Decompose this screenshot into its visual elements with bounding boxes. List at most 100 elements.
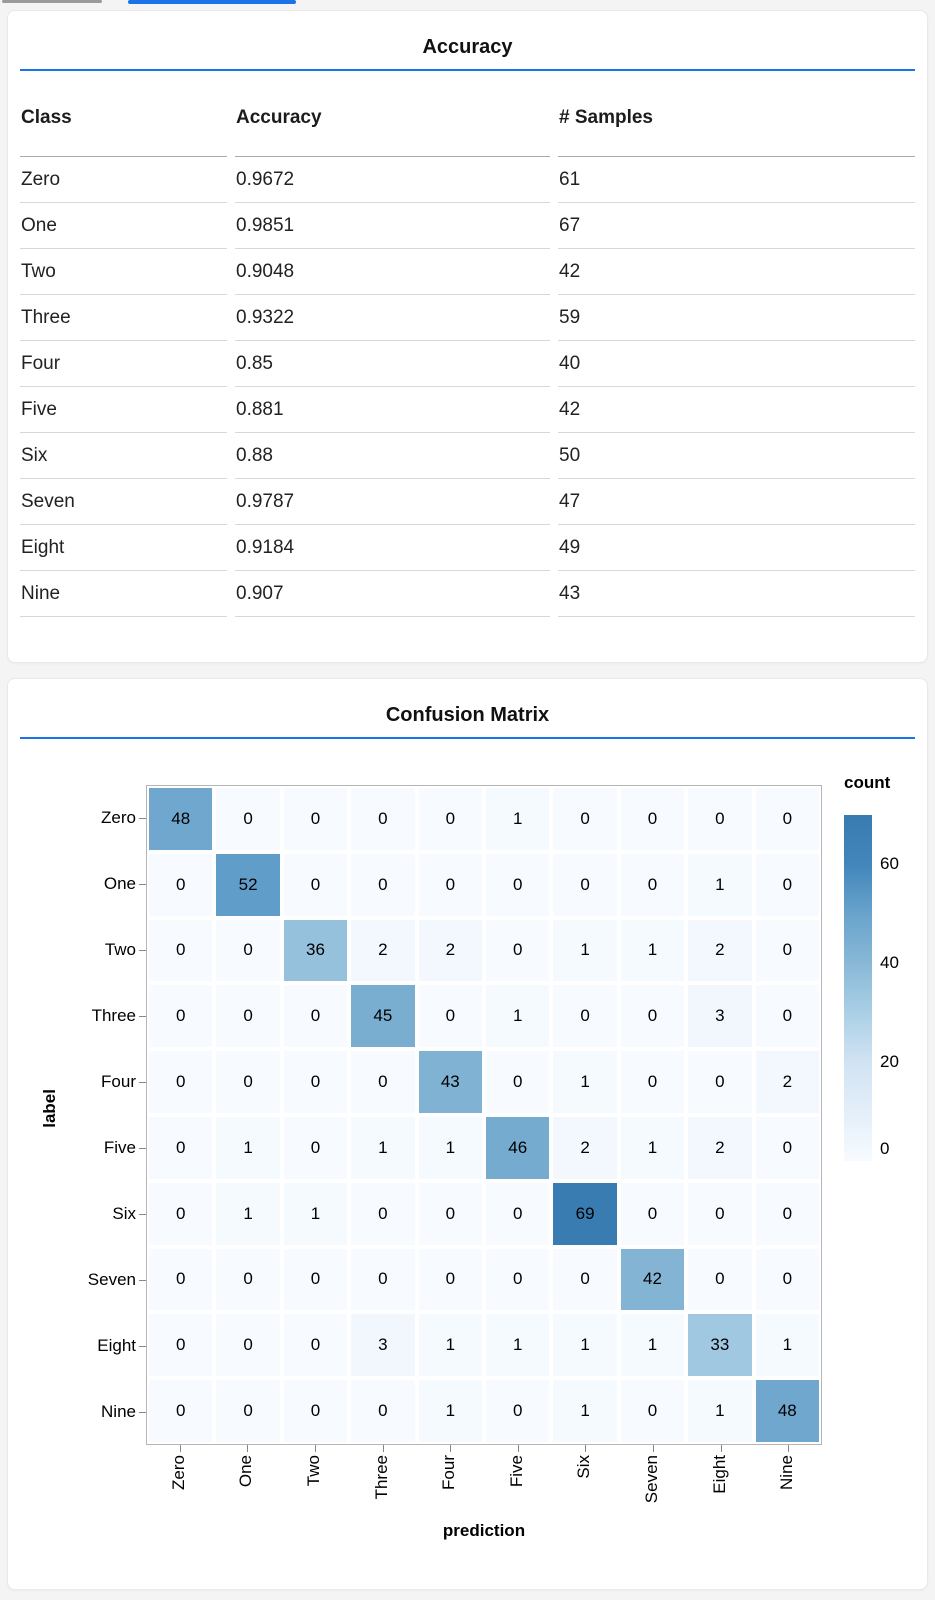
heatmap-cell: 0 — [351, 853, 415, 916]
y-axis-label: Three — [91, 1006, 136, 1025]
x-axis-label: Six — [574, 1455, 594, 1479]
heatmap-cell: 0 — [216, 919, 280, 982]
heatmap-cell: 1 — [620, 919, 685, 982]
heatmap-cell: 1 — [553, 1051, 617, 1113]
y-axis-tick — [139, 950, 146, 951]
heatmap-cell: 0 — [620, 1182, 685, 1245]
heatmap-cell: 1 — [418, 1314, 482, 1377]
tab-bar — [0, 0, 935, 6]
heatmap-cell: 0 — [755, 1117, 819, 1179]
y-axis-label: Zero — [101, 808, 136, 827]
table-cell: Six — [20, 433, 227, 479]
x-axis-label: One — [236, 1455, 256, 1488]
y-axis-label: Four — [101, 1072, 136, 1091]
column-header-samples: # Samples — [558, 71, 915, 157]
table-cell: 42 — [558, 387, 915, 433]
heatmap-cell: 33 — [688, 1314, 752, 1377]
x-axis-label: Zero — [168, 1455, 188, 1490]
accuracy-title-rule — [20, 69, 915, 71]
heatmap-cell: 2 — [688, 919, 752, 982]
heatmap-cell: 0 — [688, 1051, 752, 1113]
heatmap-cell: 0 — [486, 1380, 550, 1442]
heatmap-cell: 0 — [149, 1380, 213, 1442]
heatmap-cell: 1 — [418, 1380, 482, 1442]
tab-indicator-inactive[interactable] — [2, 0, 102, 3]
table-cell: 0.85 — [235, 341, 550, 387]
table-cell: 0.9851 — [235, 203, 550, 249]
heatmap-cell: 0 — [418, 1182, 482, 1245]
y-axis-tick — [139, 1214, 146, 1215]
table-cell: 0.907 — [235, 571, 550, 617]
column-header-class: Class — [20, 71, 227, 157]
heatmap-cell: 0 — [418, 1248, 482, 1311]
table-cell: 50 — [558, 433, 915, 479]
table-cell: Three — [20, 295, 227, 341]
x-axis-label: Two — [304, 1455, 323, 1487]
accuracy-panel-title: Accuracy — [422, 36, 513, 58]
heatmap-cell: 43 — [418, 1051, 482, 1113]
y-axis-label: Eight — [97, 1336, 136, 1355]
heatmap-cell: 1 — [486, 985, 550, 1048]
heatmap-cell: 52 — [216, 853, 280, 916]
heatmap-cell: 0 — [149, 853, 213, 916]
heatmap-cell: 0 — [553, 1248, 617, 1311]
heatmap-cell: 0 — [553, 788, 617, 850]
table-cell: Four — [20, 341, 227, 387]
x-axis-tick — [720, 1445, 722, 1452]
heatmap-cell: 0 — [149, 1248, 213, 1311]
x-axis-label: Three — [371, 1455, 391, 1500]
heatmap-cell: 1 — [418, 1117, 482, 1179]
heatmap-cell: 0 — [351, 1248, 415, 1311]
y-axis-label: Seven — [87, 1270, 136, 1289]
table-row: Four 0.85 40 — [20, 341, 915, 387]
x-axis-tick — [315, 1445, 316, 1452]
x-axis-tick — [517, 1445, 519, 1452]
table-cell: Nine — [20, 571, 227, 617]
heatmap-cell: 1 — [351, 1117, 415, 1179]
y-axis-label: Six — [112, 1204, 136, 1223]
table-cell: 0.9787 — [235, 479, 550, 525]
heatmap-cell: 0 — [418, 853, 482, 916]
heatmap-cell: 1 — [486, 1314, 550, 1377]
heatmap-cell: 0 — [149, 919, 213, 982]
table-row: Three 0.9322 59 — [20, 295, 915, 341]
y-axis-tick — [139, 1412, 146, 1413]
heatmap-cell: 2 — [351, 919, 415, 982]
tab-indicator-active[interactable] — [128, 0, 296, 4]
y-axis-label: One — [103, 874, 136, 893]
y-axis-tick — [139, 1280, 146, 1281]
x-axis-label: Seven — [642, 1455, 661, 1504]
y-axis-tick — [139, 1346, 146, 1347]
heatmap-cell: 0 — [688, 788, 752, 850]
y-axis-label: Nine — [101, 1402, 136, 1421]
y-axis-tick — [139, 1082, 146, 1083]
table-cell: 43 — [558, 571, 915, 617]
heatmap-cell: 48 — [755, 1380, 819, 1442]
heatmap-cell: 1 — [755, 1314, 819, 1377]
confusion-panel-title: Confusion Matrix — [385, 704, 550, 726]
heatmap-cell: 0 — [755, 985, 819, 1048]
accuracy-table: Class Accuracy # Samples Zero 0.9672 61 One… — [12, 71, 923, 617]
table-row: One 0.9851 67 — [20, 203, 915, 249]
legend-tick-label: 20 — [880, 1052, 899, 1072]
y-axis-label: Five — [103, 1138, 136, 1157]
heatmap-cell: 1 — [688, 853, 752, 916]
y-axis-tick — [139, 884, 146, 885]
heatmap-cell: 0 — [149, 1314, 213, 1377]
legend-gradient-bar — [844, 815, 872, 1161]
heatmap-cell: 0 — [216, 985, 280, 1048]
accuracy-table-header-row: Class Accuracy # Samples — [20, 71, 915, 157]
y-axis-title: label — [40, 1089, 59, 1128]
x-axis-label: Four — [439, 1455, 459, 1490]
x-axis-tick — [788, 1445, 790, 1452]
legend-tick-label: 60 — [880, 854, 899, 874]
heatmap-cell: 0 — [755, 853, 819, 916]
table-cell: 59 — [558, 295, 915, 341]
heatmap-cell: 1 — [216, 1182, 280, 1245]
heatmap-cell: 69 — [553, 1182, 617, 1245]
x-axis-tick — [450, 1445, 452, 1452]
heatmap-cell: 0 — [688, 1182, 752, 1245]
table-cell: 0.9672 — [235, 157, 550, 203]
table-cell: 47 — [558, 479, 915, 525]
y-axis-tick — [139, 818, 146, 819]
